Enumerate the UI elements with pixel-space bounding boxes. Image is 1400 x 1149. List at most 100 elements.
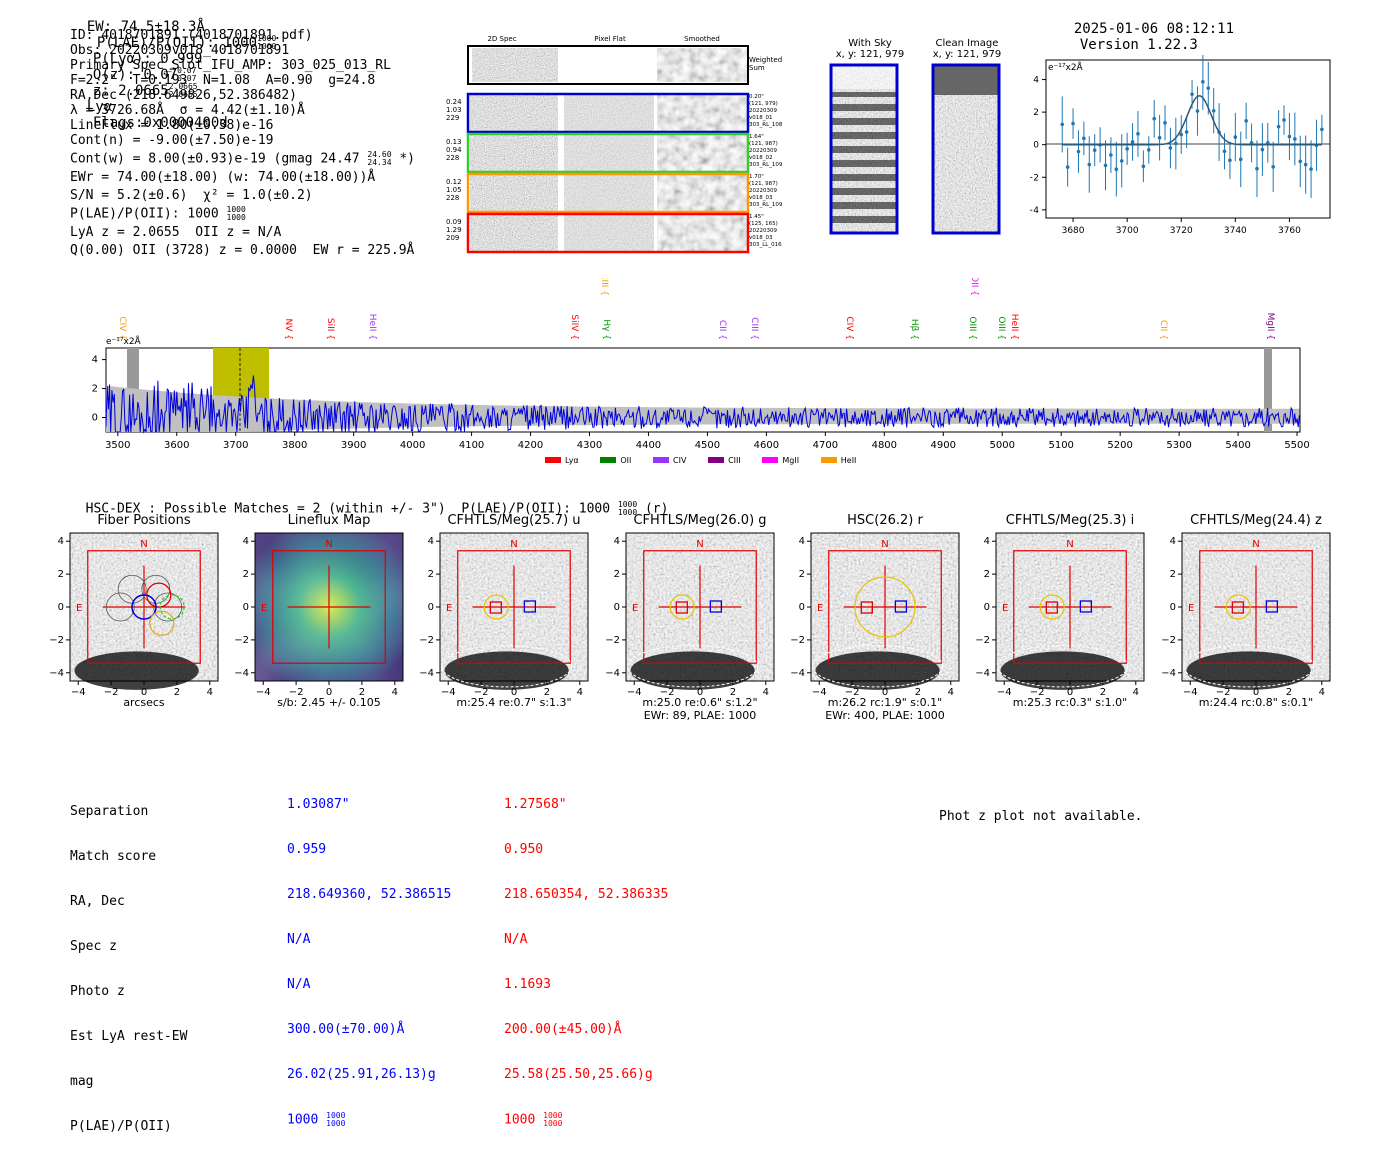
aperture-ellipse xyxy=(669,594,695,620)
m2-mag: 25.58(25.50,25.66)g xyxy=(504,1067,653,1082)
cutout-caption-line1: m:26.2 rc:1.9" s:0.1" xyxy=(827,696,943,709)
cutout-ytick-label: 0 xyxy=(984,602,990,613)
label-mag: mag xyxy=(70,1074,94,1089)
m2-plae: 1000 1000 1000 xyxy=(504,1111,563,1128)
cutout-ytick-label: −4 xyxy=(975,668,990,679)
cutout-xtick-label: −4 xyxy=(812,687,827,698)
match-marker-red xyxy=(860,601,873,614)
fiber-circle xyxy=(153,592,183,622)
legend-ciii-swatch xyxy=(708,457,725,463)
cutout-ytick-label: 2 xyxy=(58,569,64,580)
cutout-ytick-label: −2 xyxy=(605,635,620,646)
cutout-caption: m:25.4 re:0.7" s:1.3" xyxy=(414,696,614,709)
row1-smoothed xyxy=(657,95,747,131)
cutout-xtick-label: −2 xyxy=(104,687,119,698)
zoom-point xyxy=(1060,122,1065,127)
cutout-image-2: N E −4 −2 0 2 4 4 2 0 −2 −4 xyxy=(234,532,404,698)
header-z: z: 2.0665 xyxy=(92,83,169,99)
cutout-ytick-label: 4 xyxy=(799,536,805,547)
zoom-point xyxy=(1157,135,1162,140)
cutout-ytick-label: 0 xyxy=(799,602,805,613)
with-sky-header: With Sky x, y: 121, 979 xyxy=(820,38,920,60)
row3-2dspec xyxy=(470,175,558,211)
zoom-point xyxy=(1195,109,1200,113)
cutout-xtick-label: 2 xyxy=(915,687,921,698)
header-timestamp: 2025-01-06 08:12:11 xyxy=(1073,21,1235,37)
zoom-point xyxy=(1238,157,1243,162)
legend-heii-swatch xyxy=(820,457,837,463)
fiber-circle-orange xyxy=(149,610,175,636)
m1-plae: 1000 1000 1000 xyxy=(287,1111,346,1128)
north-label: N xyxy=(1066,539,1073,550)
with-sky-title: With Sky xyxy=(848,38,892,49)
emission-line-label: Hβ { xyxy=(909,319,919,340)
header-version: Version 1.22.3 xyxy=(1079,37,1198,53)
cutout-xtick-label: 4 xyxy=(207,687,213,698)
zoom-point xyxy=(1293,137,1297,141)
cutout-image-1: N E −4 −2 0 2 4 4 2 0 −2 −4 xyxy=(49,532,219,698)
north-label: N xyxy=(881,539,888,550)
spectrum-xtick-label: 4200 xyxy=(518,440,543,451)
cutout-xtick-label: −2 xyxy=(1030,687,1045,698)
cutout-ytick-label: 2 xyxy=(614,569,620,580)
match-labels: Separation Match score RA, Dec Spec z Ph… xyxy=(70,774,187,1149)
zoom-point xyxy=(1082,136,1086,141)
header-ew: EW: 74.5±18.3Å xyxy=(86,19,205,35)
zoom-point xyxy=(1141,164,1146,169)
with-sky-bands xyxy=(831,92,897,228)
zoom-ytick-label: 0 xyxy=(1033,141,1039,151)
cutout-xtick-label: −2 xyxy=(1216,687,1231,698)
emission-line-label: HeII { xyxy=(1009,314,1019,340)
m2-score: 0.950 xyxy=(504,842,544,857)
cutout-caption-line2: EWr: 89, PLAE: 1000 xyxy=(643,709,757,722)
cutout-caption-line2: EWr: 400, PLAE: 1000 xyxy=(825,709,945,722)
north-label: N xyxy=(1252,539,1259,550)
legend-mgii-swatch xyxy=(762,457,779,463)
header-plya: P(Lyα): 0.999 xyxy=(92,51,203,67)
m1-radec: 218.649360, 52.386515 xyxy=(287,887,452,902)
fiber-circle-blue xyxy=(131,594,157,620)
full-spectrum: CIV {NV {SiII {HeII {SiIV {CIII {Hγ {CII… xyxy=(92,278,1310,451)
label-separation: Separation xyxy=(70,804,149,819)
label-match-score: Match score xyxy=(70,849,157,864)
emission-line-label: SiIV { xyxy=(569,314,579,340)
zoom-point xyxy=(1287,134,1292,139)
cutout-ytick-label: −2 xyxy=(419,635,434,646)
zoom-point xyxy=(1168,146,1173,150)
cutout-caption: m:25.3 rc:0.3" s:1.0" xyxy=(970,696,1170,709)
row2-2dspec xyxy=(470,135,558,171)
spectrum-xtick-label: 5400 xyxy=(1225,440,1250,451)
header-plae: P(LAE)/P(OII): 1000 xyxy=(96,35,258,51)
row1-frame xyxy=(466,92,750,134)
zoom-point xyxy=(1211,108,1216,113)
zoom-point xyxy=(1298,159,1303,164)
row2-left: 0.13 0.94 228 xyxy=(446,138,462,162)
spectrum-xtick-label: 3700 xyxy=(223,440,248,451)
cutout-ytick-label: 2 xyxy=(243,569,249,580)
emission-line-label: CIII { xyxy=(749,317,759,340)
zoom-point xyxy=(1201,80,1205,84)
cutout-xtick-label: −2 xyxy=(845,687,860,698)
match-marker-blue xyxy=(1079,600,1093,613)
zoom-point xyxy=(1146,148,1151,152)
cutout-ytick-label: 4 xyxy=(428,536,434,547)
aperture-ellipse xyxy=(483,594,509,620)
spectrum-xtick-label: 4800 xyxy=(872,440,897,451)
row4-frame xyxy=(466,212,750,254)
cutout-caption-line1: m:24.4 rc:0.8" s:0.1" xyxy=(1198,696,1314,709)
east-label: E xyxy=(1188,603,1194,614)
zoom-point xyxy=(1271,165,1275,169)
spectrum-ytick-label: 4 xyxy=(92,355,98,366)
zoom-point xyxy=(1130,140,1135,144)
cutout-title: HSC(26.2) r xyxy=(847,513,923,528)
m1-separation: 1.03087" xyxy=(287,797,350,812)
spectrum-ylabel: e⁻¹⁷x2Å xyxy=(106,335,142,347)
row2-right: 1.64" (121, 987) 20220309 v018_02 303_RL… xyxy=(749,134,783,168)
clean-frame xyxy=(931,63,1001,235)
row1-2dspec xyxy=(470,95,558,131)
spectrum-xtick-label: 5200 xyxy=(1107,440,1132,451)
spectrum-xtick-label: 3600 xyxy=(164,440,189,451)
zoom-point xyxy=(1320,127,1324,132)
zoom-point xyxy=(1065,165,1070,169)
spectrum-legend: Lyα OII CIV CIII MgII HeII xyxy=(545,448,868,467)
